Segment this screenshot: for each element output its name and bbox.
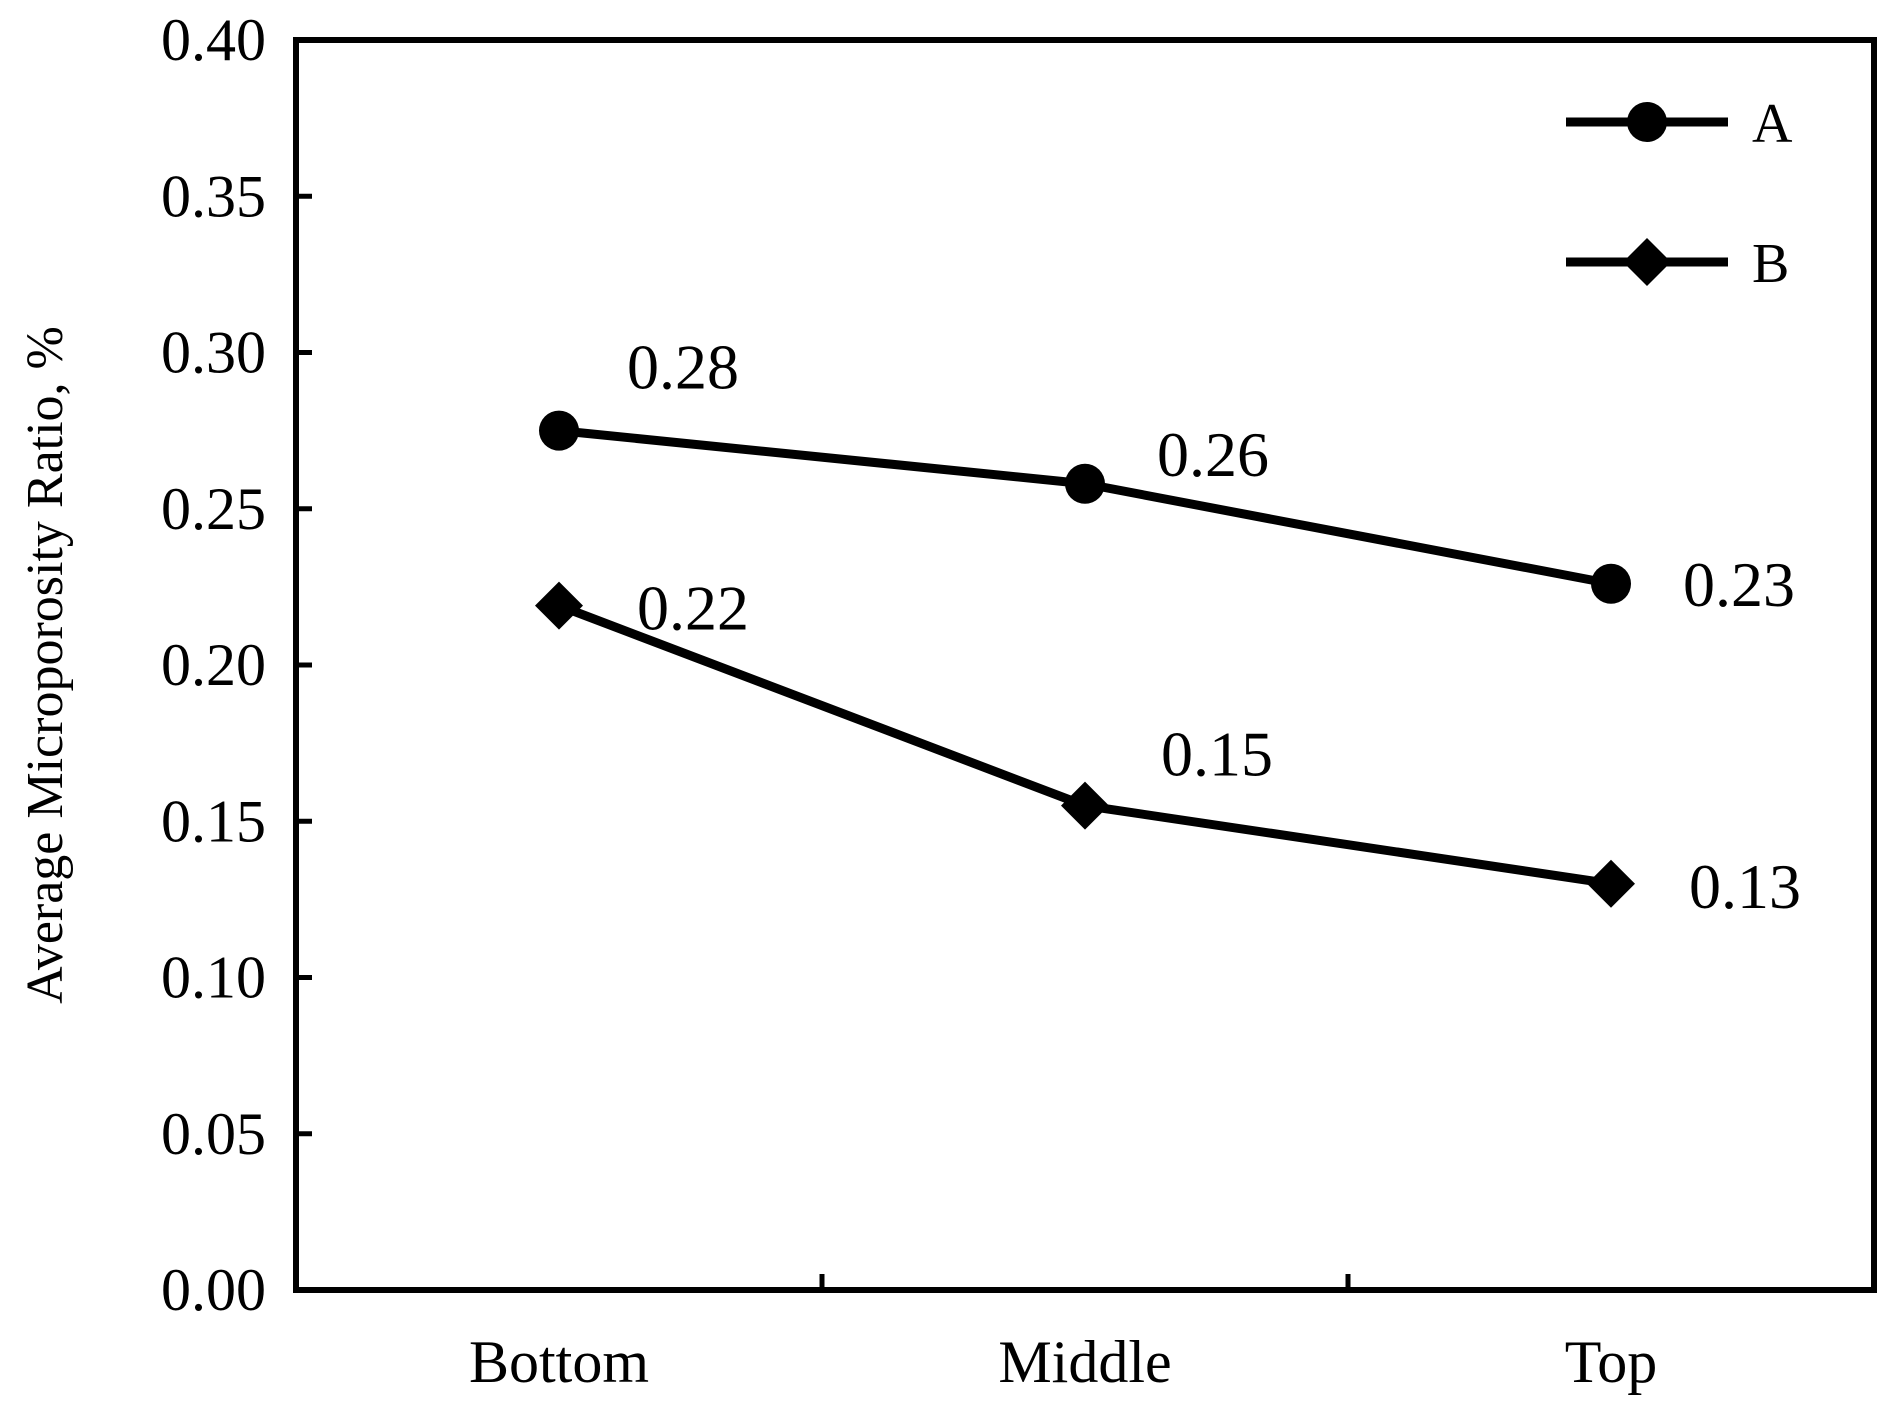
legend-label-B: B — [1752, 233, 1789, 295]
data-label-A: 0.26 — [1157, 419, 1269, 490]
legend-label-A: A — [1752, 93, 1793, 155]
data-label-A: 0.28 — [627, 332, 739, 403]
data-point-A — [1591, 563, 1631, 604]
legend-marker-A — [1627, 102, 1667, 142]
y-tick-label: 0.30 — [161, 320, 266, 386]
y-axis-title: Average Microporosity Ratio, % — [17, 326, 74, 1004]
y-tick-label: 0.00 — [161, 1257, 266, 1323]
y-tick-label: 0.35 — [161, 163, 266, 229]
series-line-B — [557, 601, 1612, 889]
x-category-label: Top — [1565, 1329, 1657, 1395]
y-tick-label: 0.15 — [161, 788, 266, 854]
data-label-B: 0.22 — [637, 573, 749, 644]
series-layer — [535, 410, 1635, 908]
data-label-A: 0.23 — [1683, 549, 1795, 620]
data-point-B — [535, 581, 583, 630]
x-category-label: Middle — [998, 1329, 1171, 1395]
series-line-A — [558, 426, 1612, 589]
y-tick-label: 0.20 — [161, 632, 266, 698]
y-tick-label: 0.10 — [161, 945, 266, 1011]
x-category-label: Bottom — [469, 1329, 649, 1395]
y-axis-ticks: 0.00 0.05 0.10 0.15 0.20 0.25 0.30 0.35 0.40 — [161, 7, 312, 1323]
data-point-A — [1065, 463, 1105, 504]
y-tick-label: 0.40 — [161, 7, 266, 73]
data-labels: 0.28 0.26 0.23 0.22 0.15 0.13 — [627, 332, 1801, 922]
legend: AB — [1566, 93, 1793, 295]
data-point-B — [1587, 859, 1635, 908]
x-axis-ticks: Bottom Middle Top — [469, 1274, 1657, 1395]
data-point-A — [539, 410, 579, 451]
plot-area-frame — [293, 37, 1877, 1293]
data-label-B: 0.15 — [1161, 719, 1273, 790]
y-tick-label: 0.05 — [161, 1101, 266, 1167]
legend-marker-B — [1623, 238, 1671, 286]
y-tick-label: 0.25 — [161, 476, 266, 542]
data-point-B — [1061, 781, 1109, 830]
data-label-B: 0.13 — [1689, 851, 1801, 922]
